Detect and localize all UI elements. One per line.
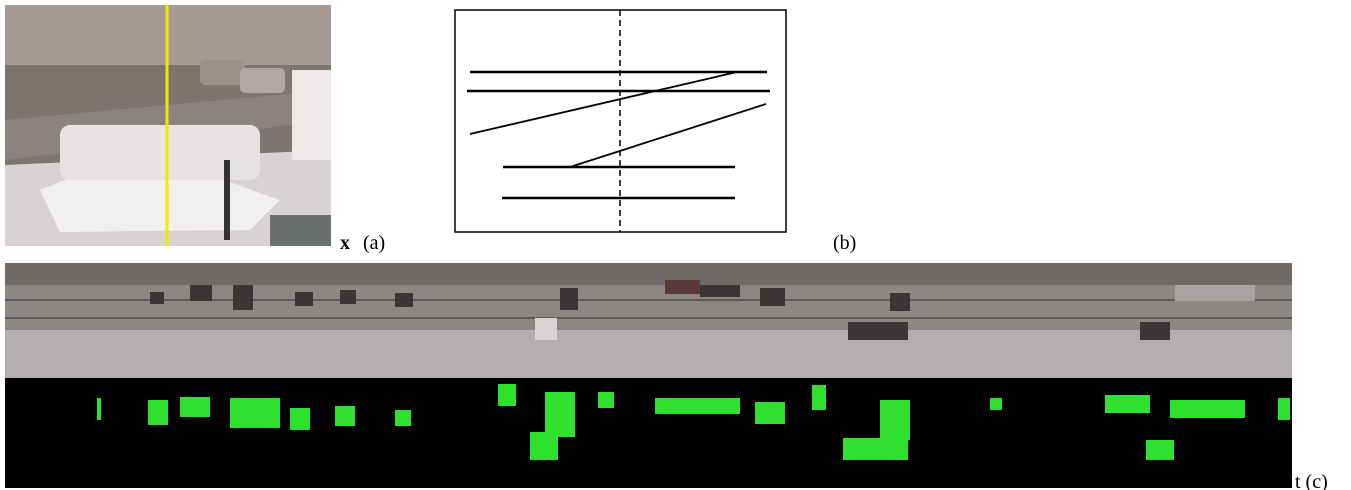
- blob: [498, 384, 516, 406]
- vehicle: [890, 293, 910, 311]
- car: [200, 60, 245, 85]
- vehicle: [760, 288, 785, 306]
- vehicle: [1175, 285, 1255, 301]
- vehicle: [700, 285, 740, 297]
- truck: [292, 70, 331, 160]
- blob: [990, 398, 1002, 410]
- car: [240, 68, 285, 93]
- blob: [1170, 400, 1245, 418]
- blob: [97, 398, 101, 420]
- blob: [148, 400, 168, 425]
- vehicle: [190, 285, 212, 301]
- blob: [755, 402, 785, 424]
- panel-label: (b): [833, 232, 856, 254]
- track: [470, 72, 737, 134]
- blob: [812, 385, 826, 410]
- sign-post: [224, 160, 230, 240]
- vehicle: [665, 280, 700, 294]
- blob: [598, 392, 614, 408]
- blob: [230, 398, 280, 428]
- blob: [530, 432, 558, 460]
- vehicle: [1140, 322, 1170, 340]
- mask-bg: [5, 378, 1292, 488]
- vehicle: [340, 290, 356, 304]
- panel-label: t (c): [1295, 471, 1328, 490]
- blob: [395, 410, 411, 426]
- spatiotemporal-image: [5, 263, 1292, 488]
- blob: [843, 438, 908, 460]
- panel-label: (a): [363, 232, 385, 254]
- vehicle: [150, 292, 164, 304]
- blob: [655, 398, 740, 414]
- figure: x (a) (b): [0, 0, 1351, 490]
- vehicle: [295, 292, 313, 306]
- vehicle: [560, 288, 578, 310]
- blob: [1105, 395, 1150, 413]
- slice-band: [5, 263, 1292, 285]
- diagram: [455, 10, 786, 232]
- blob: [880, 400, 910, 440]
- car: [270, 215, 331, 246]
- photo: [5, 5, 331, 246]
- vehicle: [233, 285, 253, 310]
- vehicle: [848, 322, 908, 340]
- blob: [545, 392, 575, 437]
- axis-label: x: [340, 232, 350, 254]
- blob: [290, 408, 310, 430]
- blob: [1146, 440, 1174, 460]
- slice-band: [5, 330, 1292, 378]
- track: [570, 104, 766, 167]
- vehicle: [535, 318, 557, 340]
- blob: [1278, 398, 1290, 420]
- blob: [180, 397, 210, 417]
- blob: [335, 406, 355, 426]
- vehicle: [395, 293, 413, 307]
